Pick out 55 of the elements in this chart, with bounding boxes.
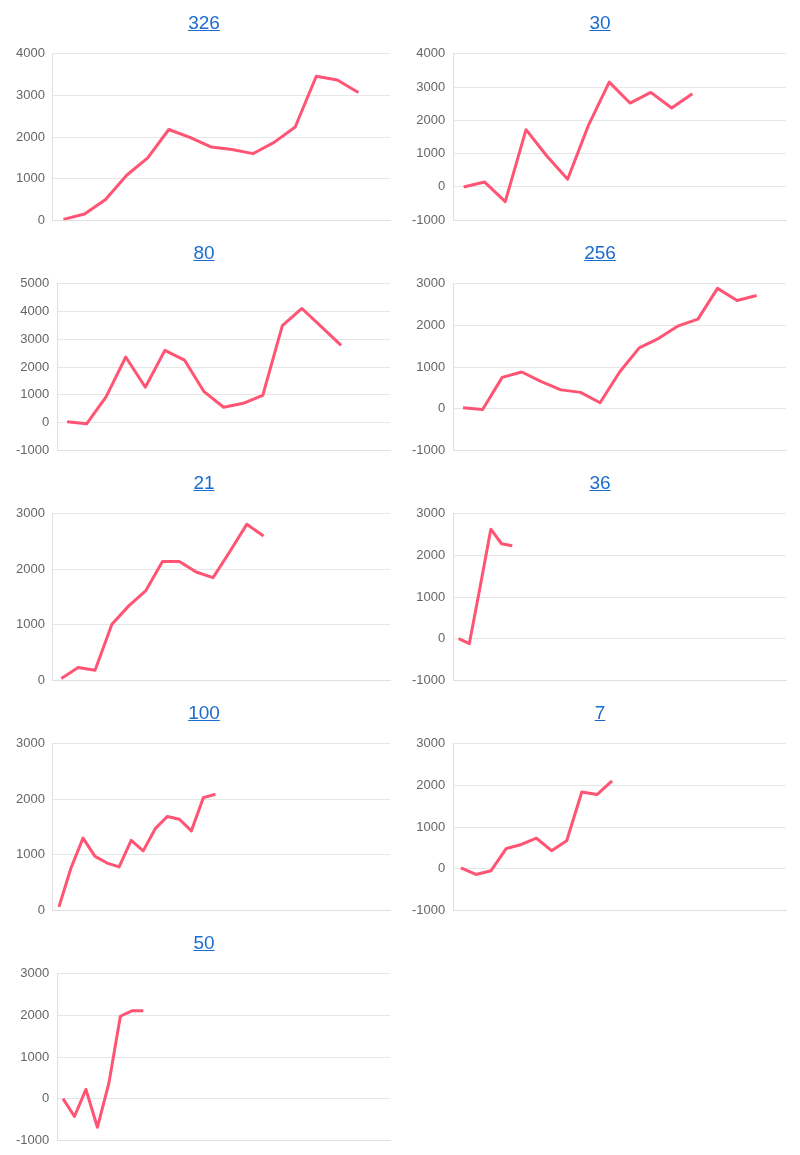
y-tick-label: 4000 bbox=[16, 45, 45, 61]
y-tick-label: 2000 bbox=[416, 316, 446, 332]
y-tick-label: 3000 bbox=[20, 330, 50, 346]
y-tick-label: 4000 bbox=[416, 45, 446, 61]
y-tick-label: 1000 bbox=[16, 846, 45, 862]
y-tick-label: 3000 bbox=[416, 505, 446, 521]
y-tick-label: 2000 bbox=[20, 358, 50, 374]
y-tick-label: 1000 bbox=[416, 818, 446, 834]
y-tick-label: 2000 bbox=[416, 776, 446, 792]
y-tick-label: 2000 bbox=[416, 546, 446, 562]
y-tick-label: 0 bbox=[37, 671, 45, 687]
y-tick-label: 2000 bbox=[20, 1006, 50, 1022]
y-tick-label: 2000 bbox=[416, 111, 446, 127]
y-tick-label: 3000 bbox=[16, 86, 45, 102]
y-tick-label: 3000 bbox=[16, 735, 45, 751]
y-tick-label: 2000 bbox=[16, 560, 45, 576]
chart-title: 80 bbox=[192, 241, 216, 265]
y-tick-label: -1000 bbox=[412, 671, 446, 687]
y-tick-label: 0 bbox=[42, 414, 50, 430]
y-tick-label: 1000 bbox=[416, 588, 446, 604]
y-tick-label: 1000 bbox=[16, 616, 45, 632]
y-tick-label: 1000 bbox=[416, 358, 446, 374]
y-tick-label: 0 bbox=[42, 1090, 50, 1106]
y-tick-label: 0 bbox=[438, 400, 446, 416]
y-tick-label: -1000 bbox=[412, 441, 446, 457]
chart-title: 30 bbox=[588, 11, 612, 35]
y-tick-label: -1000 bbox=[16, 441, 50, 457]
chart-title: 256 bbox=[583, 241, 617, 265]
y-tick-label: 4000 bbox=[20, 303, 50, 319]
y-tick-label: 0 bbox=[438, 630, 446, 646]
y-tick-label: -1000 bbox=[412, 901, 446, 917]
y-tick-label: 1000 bbox=[20, 386, 50, 402]
y-tick-label: 0 bbox=[37, 211, 45, 227]
y-tick-label: 2000 bbox=[16, 790, 45, 806]
chart-title: 7 bbox=[593, 701, 607, 725]
chart-title: 36 bbox=[588, 471, 612, 495]
y-tick-label: -1000 bbox=[412, 211, 446, 227]
chart-title: 100 bbox=[187, 701, 221, 725]
y-tick-label: 0 bbox=[37, 901, 45, 917]
y-tick-label: 3000 bbox=[20, 965, 50, 981]
y-tick-label: 2000 bbox=[16, 128, 45, 144]
y-tick-label: 1000 bbox=[16, 170, 45, 186]
y-tick-label: 3000 bbox=[416, 78, 446, 94]
chart-title: 50 bbox=[192, 931, 216, 955]
chart-title: 326 bbox=[187, 11, 221, 35]
y-tick-label: 3000 bbox=[16, 505, 45, 521]
y-tick-label: 1000 bbox=[416, 145, 446, 161]
chart-title: 21 bbox=[192, 471, 216, 495]
y-tick-label: 0 bbox=[438, 860, 446, 876]
y-tick-label: 3000 bbox=[416, 735, 446, 751]
y-tick-label: 1000 bbox=[20, 1048, 50, 1064]
y-tick-label: 3000 bbox=[416, 275, 446, 291]
y-tick-label: 5000 bbox=[20, 275, 50, 291]
y-tick-label: 0 bbox=[438, 178, 446, 194]
y-tick-label: -1000 bbox=[16, 1131, 50, 1147]
